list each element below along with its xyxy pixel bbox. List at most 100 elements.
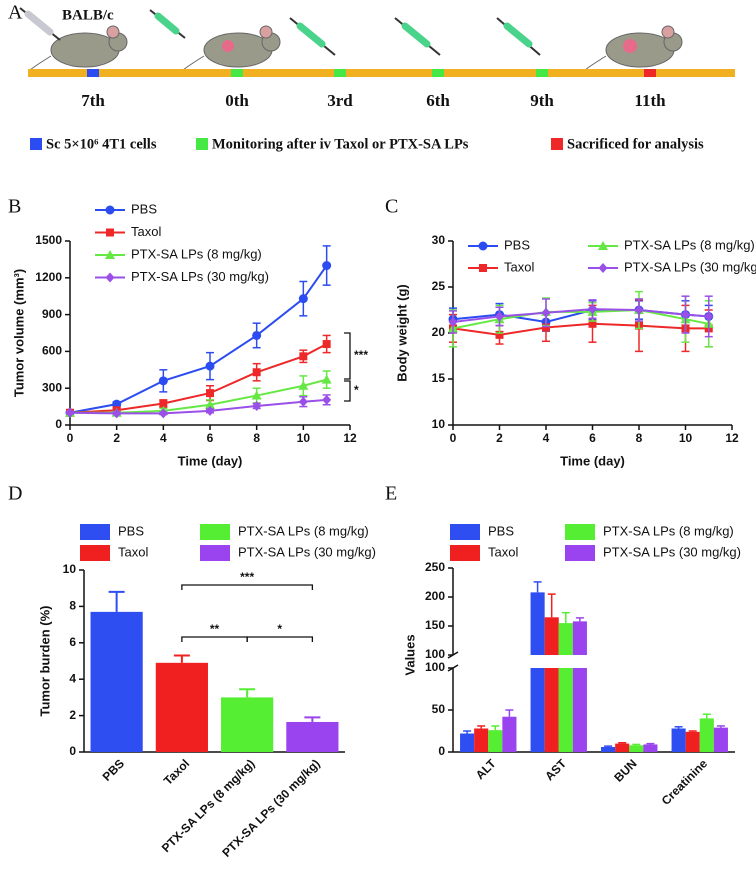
point bbox=[251, 390, 262, 400]
legend-swatch bbox=[450, 524, 480, 540]
significance-bracket bbox=[181, 636, 248, 642]
significance-bracket bbox=[344, 332, 351, 380]
x-tick-label: 2 bbox=[496, 431, 503, 445]
panel-label: D bbox=[8, 483, 22, 505]
x-tick-label: 6 bbox=[207, 431, 214, 445]
legend-text: PTX-SA LPs (8 mg/kg) bbox=[603, 523, 734, 538]
x-tick-label: Taxol bbox=[161, 756, 192, 787]
point bbox=[205, 405, 215, 416]
x-tick-label: 0 bbox=[67, 431, 74, 445]
point bbox=[252, 330, 262, 340]
bar bbox=[572, 668, 587, 752]
legend-text: PTX-SA LPs (30 mg/kg) bbox=[131, 269, 269, 284]
legend-swatch bbox=[30, 138, 42, 150]
point bbox=[588, 304, 597, 315]
bar bbox=[460, 733, 475, 752]
y-axis-title: Tumor burden (%) bbox=[37, 606, 52, 717]
point bbox=[298, 380, 309, 390]
point bbox=[205, 399, 215, 409]
y-axis-title: Body weight (g) bbox=[394, 284, 409, 382]
y-tick-label: 600 bbox=[42, 344, 62, 358]
legend-text: Taxol bbox=[131, 224, 161, 239]
legend-marker bbox=[598, 263, 608, 273]
bar bbox=[671, 728, 686, 752]
bar bbox=[530, 668, 545, 752]
x-tick-label: 10 bbox=[679, 431, 693, 445]
panel-label: B bbox=[8, 196, 21, 218]
day-marker bbox=[536, 69, 548, 77]
bar bbox=[601, 746, 616, 752]
bar bbox=[286, 721, 339, 752]
bar-upper bbox=[558, 623, 573, 655]
x-tick-label: 4 bbox=[160, 431, 167, 445]
bar bbox=[488, 730, 503, 752]
bar-upper bbox=[572, 621, 587, 655]
y-tick-label: 900 bbox=[42, 307, 62, 321]
legend-text: PBS bbox=[488, 523, 514, 538]
day-marker bbox=[231, 69, 243, 77]
legend-text: PTX-SA LPs (30 mg/kg) bbox=[238, 544, 376, 559]
legend-text: PTX-SA LPs (8 mg/kg) bbox=[624, 237, 755, 252]
day-label: 7th bbox=[81, 91, 105, 110]
point bbox=[299, 352, 308, 361]
point bbox=[158, 376, 168, 386]
legend-text: PTX-SA LPs (8 mg/kg) bbox=[238, 523, 369, 538]
point bbox=[541, 307, 551, 318]
y-tick-label: 2 bbox=[69, 708, 76, 722]
bar bbox=[221, 697, 274, 752]
point bbox=[112, 408, 122, 419]
significance-label: * bbox=[277, 622, 282, 636]
significance-label: *** bbox=[354, 348, 368, 362]
y-tick-label: 6 bbox=[69, 635, 76, 649]
bar bbox=[699, 718, 714, 752]
legend-text: Monitoring after iv Taxol or PTX-SA LPs bbox=[212, 136, 469, 152]
x-tick-label: Creatinine bbox=[659, 756, 711, 808]
x-tick-label: 12 bbox=[725, 431, 739, 445]
legend-marker bbox=[105, 205, 115, 215]
legend-text: PTX-SA LPs (30 mg/kg) bbox=[624, 259, 756, 274]
legend-text: PTX-SA LPs (30 mg/kg) bbox=[603, 544, 741, 559]
point bbox=[298, 396, 308, 407]
point bbox=[206, 389, 214, 398]
bar bbox=[629, 745, 644, 752]
y-tick-label: 100 bbox=[425, 660, 445, 674]
legend-marker bbox=[478, 241, 488, 251]
significance-bracket bbox=[344, 380, 351, 402]
y-tick-label: 15 bbox=[432, 371, 446, 385]
panel-label: A bbox=[8, 2, 23, 24]
legend-swatch bbox=[450, 545, 480, 561]
x-tick-label: BUN bbox=[611, 756, 639, 784]
bar bbox=[502, 716, 517, 752]
y-tick-label: 8 bbox=[69, 599, 76, 613]
legend-swatch bbox=[80, 524, 110, 540]
point bbox=[322, 340, 331, 349]
y-tick-label: 100 bbox=[425, 647, 445, 661]
legend-text: PBS bbox=[118, 523, 144, 538]
point bbox=[321, 374, 332, 384]
bar bbox=[544, 668, 559, 752]
y-tick-label: 50 bbox=[432, 702, 446, 716]
day-marker bbox=[87, 69, 99, 77]
legend-text: Sacrificed for analysis bbox=[567, 136, 704, 152]
y-tick-label: 200 bbox=[425, 589, 445, 603]
panel-label: E bbox=[385, 483, 397, 505]
bar bbox=[643, 744, 658, 752]
significance-label: ** bbox=[210, 622, 220, 636]
bar bbox=[155, 662, 208, 752]
x-tick-label: 8 bbox=[636, 431, 643, 445]
x-tick-label: 12 bbox=[343, 431, 357, 445]
timeline-bar bbox=[28, 69, 735, 77]
day-label: 3rd bbox=[327, 91, 353, 110]
x-tick-label: AST bbox=[542, 756, 569, 783]
bar bbox=[615, 743, 630, 752]
y-axis-title: Values bbox=[402, 634, 417, 675]
y-tick-label: 1200 bbox=[35, 270, 62, 284]
legend-swatch bbox=[80, 545, 110, 561]
y-tick-label: 250 bbox=[425, 560, 445, 574]
legend-text: Taxol bbox=[504, 259, 534, 274]
day-label: 6th bbox=[426, 91, 450, 110]
point bbox=[588, 319, 597, 328]
point bbox=[158, 408, 168, 419]
x-tick-label: 8 bbox=[253, 431, 260, 445]
point bbox=[159, 399, 168, 408]
